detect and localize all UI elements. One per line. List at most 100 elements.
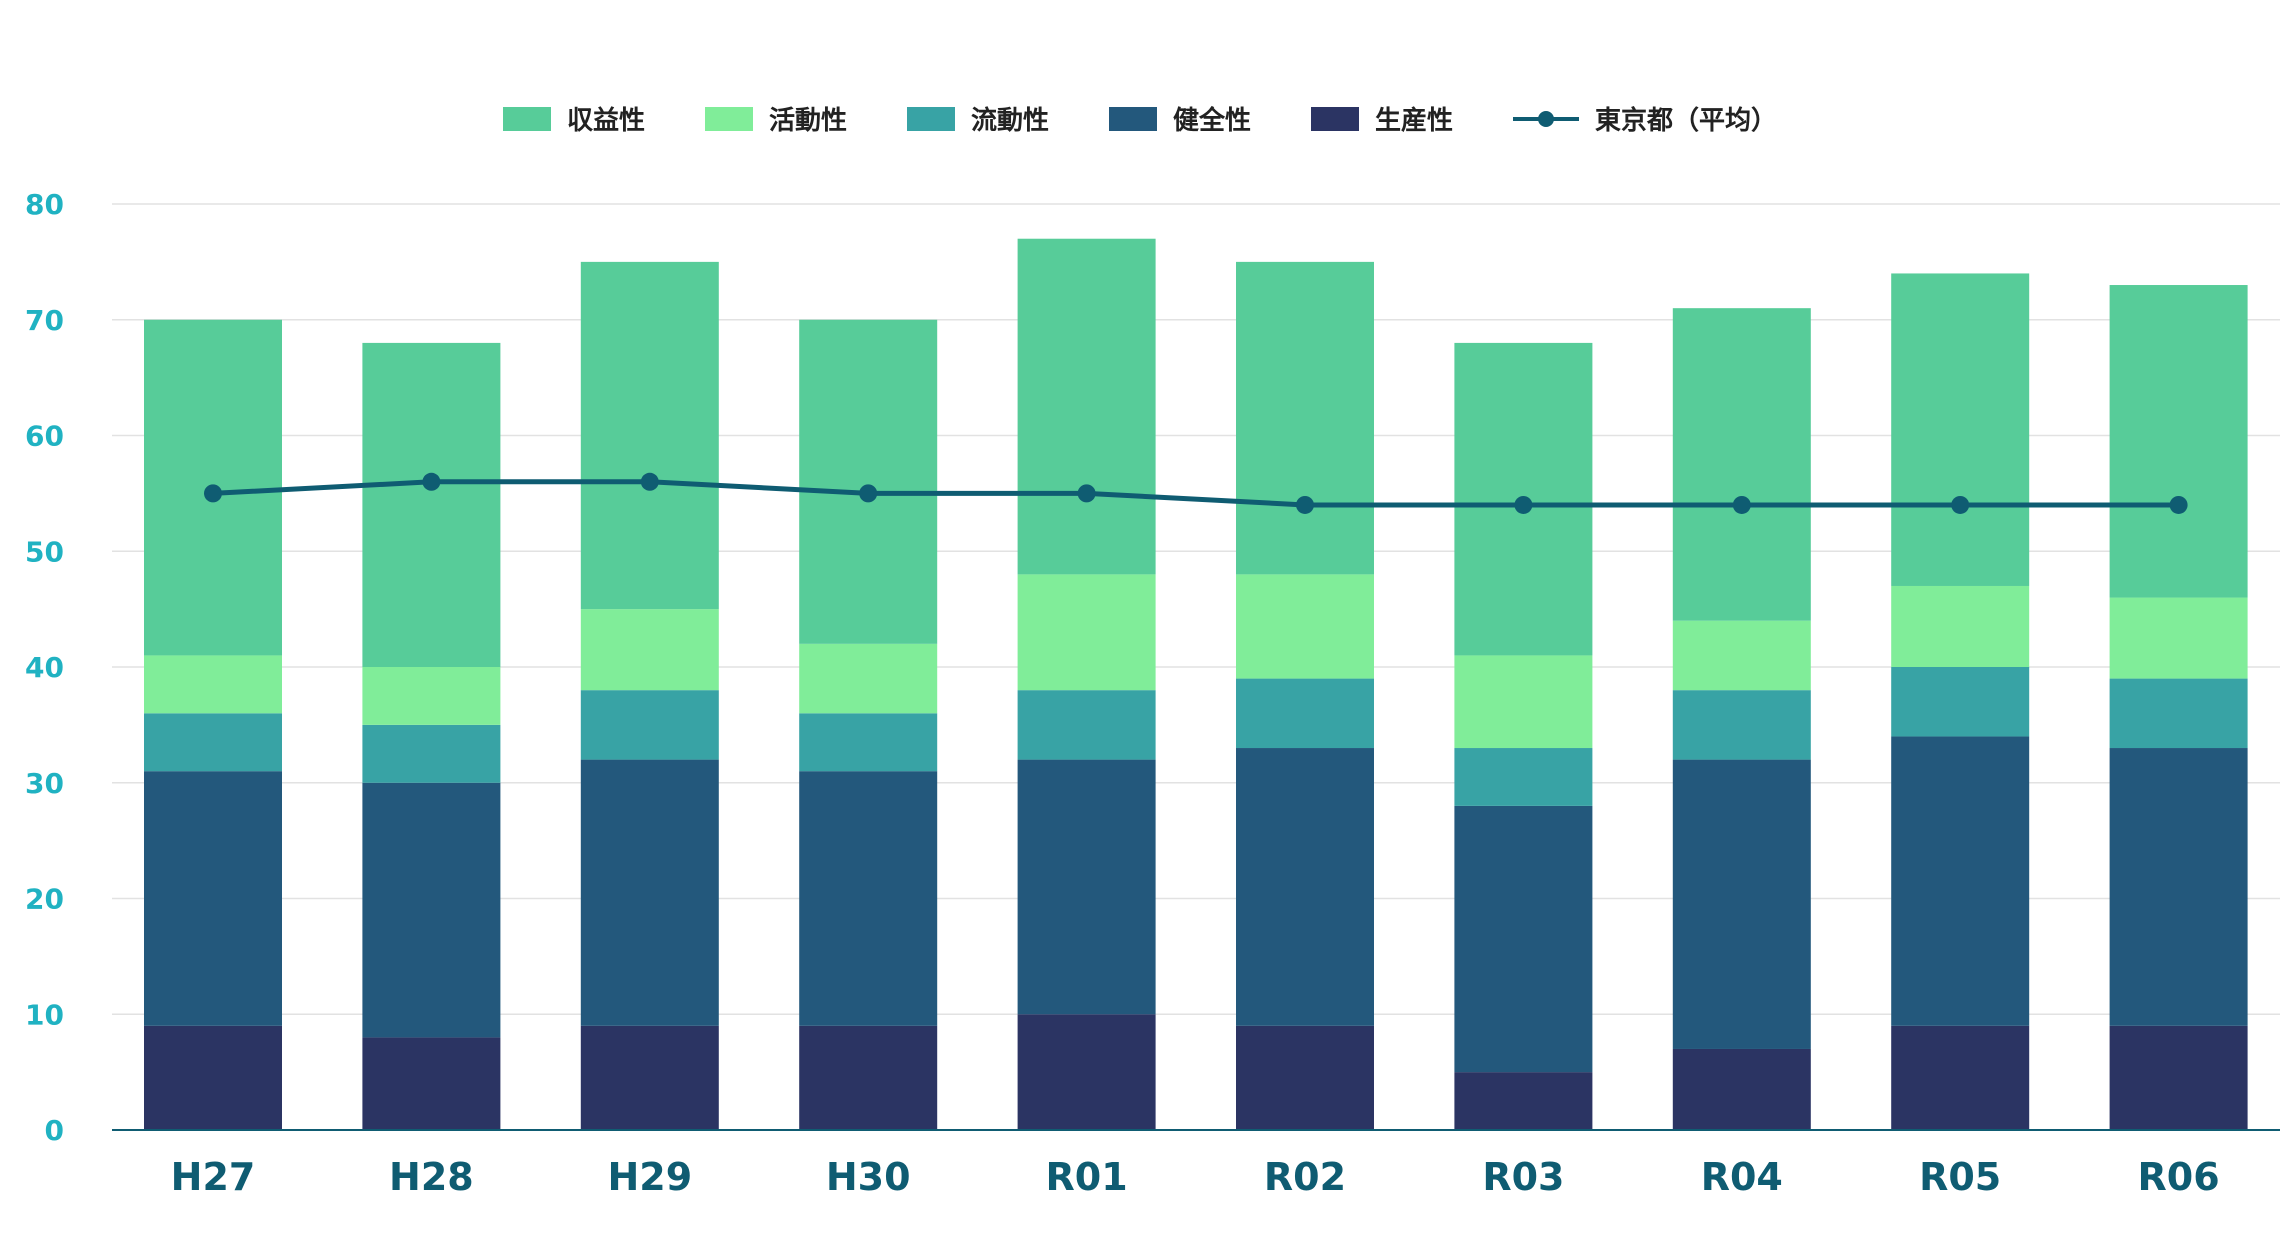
bar-segment: [1236, 261, 1374, 575]
bar-stacks: [144, 238, 2248, 1130]
legend-item-activity: 活動性: [704, 100, 847, 137]
bar-segment: [580, 1025, 719, 1130]
bar-segment: [2109, 1025, 2248, 1130]
legend-swatch-productivity: [1311, 106, 1360, 131]
x-tick-label: R03: [1482, 1155, 1564, 1199]
x-tick-label: H29: [607, 1155, 692, 1199]
bar-segment: [362, 724, 501, 783]
bar-segment: [799, 319, 938, 644]
tokyo-average-point: [1077, 484, 1096, 503]
y-tick-label: 80: [25, 188, 64, 221]
legend-item-productivity: 生産性: [1311, 100, 1453, 137]
legend-swatch-activity: [704, 106, 753, 131]
chart-legend: 収益性 活動性 流動性 健全性 生産性 東京都（平均）: [0, 100, 2280, 137]
bar-segment: [1454, 748, 1593, 806]
x-axis-ticks: H27 H28 H29 H30 R01 R02 R03 R04 R05 R06: [171, 1155, 2220, 1199]
legend-label-soundness: 健全性: [1173, 106, 1252, 136]
bar-segment: [362, 342, 501, 667]
x-tick-label: R05: [1919, 1155, 2001, 1199]
tokyo-average-point: [1951, 495, 1970, 514]
bar-segment: [1454, 1072, 1593, 1130]
tokyo-average-point: [1296, 495, 1314, 514]
x-tick-label: H30: [826, 1155, 911, 1199]
y-tick-label: 40: [25, 651, 64, 684]
y-tick-label: 10: [25, 998, 64, 1031]
legend-swatch-soundness: [1109, 106, 1157, 131]
bar-segment: [1454, 805, 1593, 1073]
bar-segment: [2109, 285, 2248, 598]
x-tick-label: H27: [171, 1155, 256, 1199]
bar-segment: [362, 1037, 501, 1130]
tokyo-average-line-series: [204, 472, 2188, 514]
y-axis-ticks: 0 10 20 30 40 50 60 70 80: [25, 188, 64, 1147]
bar-segment: [144, 771, 282, 1026]
bar-segment: [1891, 585, 2030, 667]
bar-segment: [1017, 690, 1156, 760]
bar-segment: [1454, 655, 1593, 749]
bar-segment: [799, 771, 938, 1026]
bar-segment: [1891, 667, 2030, 737]
tokyo-average-point: [2169, 495, 2188, 514]
tokyo-average-point: [1514, 495, 1533, 514]
legend-swatch-profitability: [502, 106, 551, 131]
x-tick-label: H28: [389, 1155, 474, 1199]
bar-segment: [362, 667, 501, 725]
tokyo-average-line: [212, 479, 2179, 508]
bar-segment: [799, 643, 938, 714]
bar-segment: [580, 690, 719, 760]
bar-segment: [1891, 273, 2030, 586]
legend-label-tokyo-average: 東京都（平均）: [1595, 106, 1778, 136]
y-tick-label: 50: [25, 535, 64, 568]
bar-segment: [1672, 690, 1811, 760]
y-tick-label: 0: [45, 1114, 64, 1147]
bar-segment: [1672, 308, 1811, 621]
bar-segment: [2109, 597, 2248, 679]
bar-segment: [2109, 748, 2248, 1026]
legend-item-soundness: 健全性: [1109, 100, 1251, 137]
bar-segment: [1236, 574, 1374, 679]
x-tick-label: R01: [1046, 1155, 1128, 1199]
bar-segment: [1891, 1025, 2030, 1130]
bar-segment: [1672, 620, 1811, 691]
x-tick-label: R02: [1264, 1155, 1346, 1199]
tokyo-average-point: [204, 484, 222, 503]
legend-label-productivity: 生産性: [1375, 106, 1454, 136]
bar-segment: [1017, 1014, 1156, 1130]
y-tick-label: 20: [25, 883, 64, 916]
bar-segment: [144, 713, 282, 772]
legend-item-tokyo-average: 東京都（平均）: [1513, 100, 1777, 137]
legend-item-liquidity: 流動性: [906, 100, 1049, 137]
bar-segment: [1236, 1025, 1374, 1130]
bar-segment: [1672, 759, 1811, 1049]
legend-line-marker-icon: [1513, 110, 1580, 127]
tokyo-average-point: [859, 484, 878, 503]
bar-segment: [580, 261, 719, 610]
bar-segment: [580, 609, 719, 691]
bar-segment: [799, 713, 938, 772]
legend-label-activity: 活動性: [768, 106, 847, 136]
bar-segment: [799, 1025, 938, 1130]
y-tick-label: 60: [25, 420, 64, 453]
legend-label-liquidity: 流動性: [970, 106, 1049, 136]
bar-segment: [1017, 759, 1156, 1015]
bar-segment: [1017, 574, 1156, 691]
bar-segment: [1672, 1048, 1811, 1130]
legend-swatch-liquidity: [906, 106, 955, 131]
bar-segment: [1891, 736, 2030, 1026]
bar-segment: [2109, 678, 2248, 749]
legend-item-profitability: 収益性: [502, 100, 645, 137]
tokyo-average-point: [640, 472, 659, 491]
bar-segment: [1017, 238, 1156, 575]
y-tick-label: 30: [25, 767, 64, 800]
bar-segment: [1236, 748, 1374, 1026]
bar-segment: [580, 759, 719, 1026]
bar-segment: [144, 655, 282, 714]
bar-segment: [1236, 678, 1374, 749]
bar-segment: [362, 782, 501, 1038]
x-tick-label: R04: [1701, 1155, 1783, 1199]
y-tick-label: 70: [25, 304, 64, 337]
tokyo-average-point: [422, 472, 441, 491]
legend-label-profitability: 収益性: [566, 106, 645, 136]
